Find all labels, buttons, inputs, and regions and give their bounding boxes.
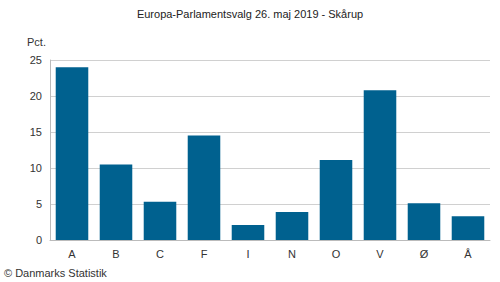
svg-text:25: 25 [30, 54, 42, 66]
svg-text:B: B [112, 248, 119, 260]
svg-text:Å: Å [464, 248, 472, 260]
svg-text:© Danmarks Statistik: © Danmarks Statistik [4, 267, 107, 279]
svg-text:20: 20 [30, 90, 42, 102]
svg-text:F: F [201, 248, 208, 260]
svg-text:N: N [288, 248, 296, 260]
svg-text:10: 10 [30, 162, 42, 174]
svg-text:C: C [156, 248, 164, 260]
svg-text:5: 5 [36, 198, 42, 210]
svg-text:0: 0 [36, 234, 42, 246]
svg-text:15: 15 [30, 126, 42, 138]
svg-text:Ø: Ø [420, 248, 429, 260]
svg-text:A: A [68, 248, 76, 260]
svg-text:Pct.: Pct. [27, 36, 46, 48]
svg-text:I: I [246, 248, 249, 260]
svg-text:Europa-Parlamentsvalg 26. maj: Europa-Parlamentsvalg 26. maj 2019 - Skå… [137, 8, 363, 20]
svg-text:O: O [332, 248, 341, 260]
svg-text:V: V [376, 248, 384, 260]
